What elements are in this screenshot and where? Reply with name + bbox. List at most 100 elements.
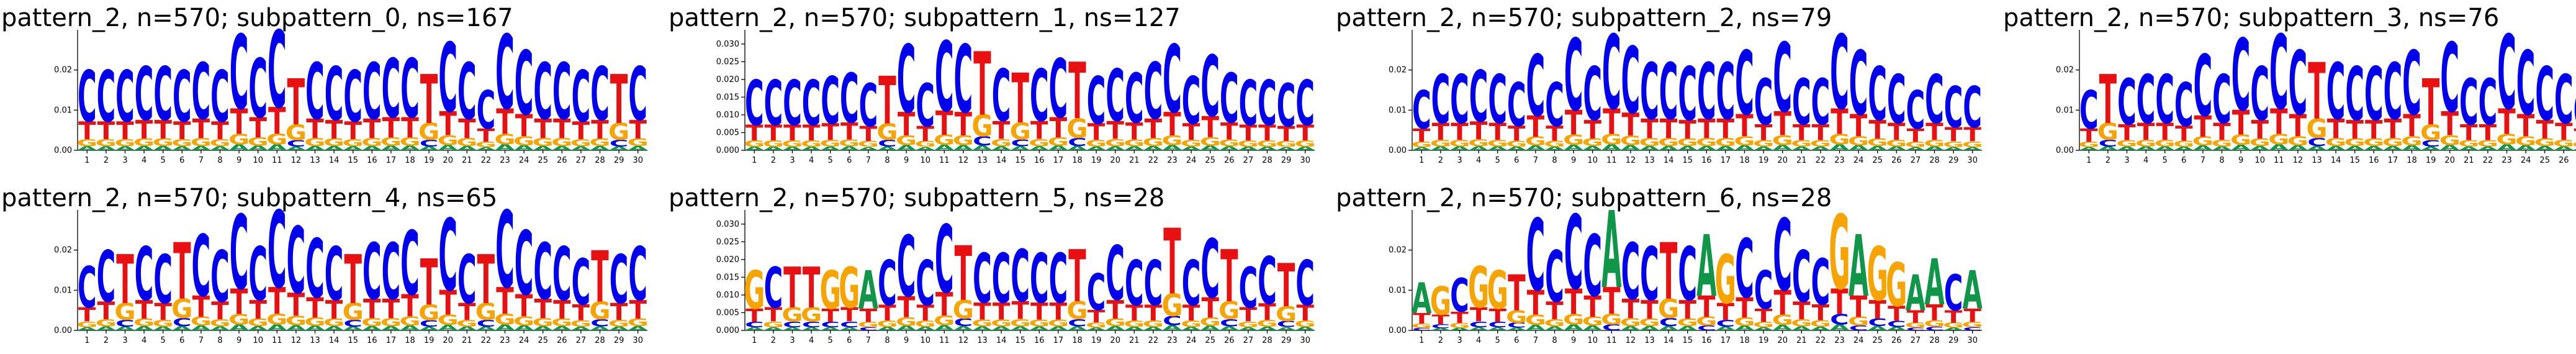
logo-letter-T: T <box>439 284 456 323</box>
logo-letter-C: C <box>1011 236 1030 319</box>
x-tick-label: 28 <box>1262 156 1272 165</box>
logo-letter-A: A <box>1011 145 1031 152</box>
logo-letter-C: C <box>1849 32 1868 135</box>
logo-letter-C: C <box>1545 237 1564 319</box>
logo-letter-G: G <box>1867 232 1888 319</box>
logo-letter-C: C <box>2155 61 2174 139</box>
logo-letter-G: G <box>1181 138 1202 149</box>
logo-letter-A: A <box>1181 326 1202 332</box>
logo-panel: pattern_2, n=570; subpattern_2, ns=79 0.0… <box>1336 4 1983 165</box>
x-tick-label: 23 <box>2502 156 2512 165</box>
logo-letter-T: T <box>211 117 229 145</box>
x-tick-label: 1 <box>752 336 757 345</box>
logo-letter-A: A <box>1849 144 1869 152</box>
x-tick-label: 27 <box>1911 156 1921 165</box>
x-tick-label: 1 <box>84 336 89 345</box>
x-tick-label: 9 <box>236 336 241 345</box>
logo-letter-G: G <box>1029 318 1050 329</box>
logo-letter-G: G <box>876 319 898 329</box>
logo-letter-G: G <box>934 313 955 329</box>
logo-letter-A: A <box>1906 147 1925 152</box>
logo-letter-C: C <box>1412 327 1431 331</box>
logo-letter-T: T <box>401 112 419 145</box>
logo-letter-G: G <box>1810 138 1831 149</box>
logo-letter-G: G <box>763 320 784 329</box>
x-tick-label: 26 <box>557 156 567 165</box>
logo-letter-G: G <box>801 304 822 326</box>
logo-letter-A: A <box>839 145 860 152</box>
logo-letter-A: A <box>2307 145 2327 152</box>
logo-letter-G: G <box>2458 138 2479 149</box>
logo-letter-A: A <box>495 323 515 332</box>
logo-letter-C: C <box>935 206 954 314</box>
logo-letter-G: G <box>399 314 420 329</box>
logo-letter-A: A <box>2364 145 2384 152</box>
logo-letter-T: T <box>515 108 533 143</box>
logo-letter-T: T <box>1432 119 1450 145</box>
x-tick-label: 2 <box>1438 156 1443 165</box>
logo-letter-T: T <box>1011 59 1029 138</box>
logo-letter-A: A <box>1696 145 1717 152</box>
logo-letter-A: A <box>590 325 610 332</box>
logo-letter-T: T <box>2555 119 2573 145</box>
y-tick-label: 0.00 <box>2056 146 2074 155</box>
logo-letter-A: A <box>324 145 345 152</box>
x-tick-label: 4 <box>1476 156 1481 165</box>
logo-letter-T: T <box>1888 119 1906 145</box>
logo-letter-T: T <box>192 291 210 324</box>
logo-letter-T: T <box>1220 236 1238 319</box>
logo-letter-A: A <box>763 327 783 332</box>
logo-letter-G: G <box>1886 250 1907 320</box>
logo-letter-T: T <box>1451 309 1469 327</box>
logo-letter-A: A <box>191 145 212 152</box>
logo-letter-T: T <box>1925 119 1943 145</box>
logo-letter-C: C <box>1450 270 1469 323</box>
logo-letter-G: G <box>2268 131 2289 148</box>
logo-letter-C: C <box>230 195 249 314</box>
logo-letter-C: C <box>1792 237 1811 319</box>
logo-letter-G: G <box>228 311 250 328</box>
logo-letter-G: G <box>608 119 629 145</box>
logo-letter-A: A <box>628 325 649 332</box>
logo-letter-G: G <box>191 135 212 148</box>
logo-letter-G: G <box>1734 134 1755 148</box>
logo-letter-G: G <box>343 137 364 148</box>
logo-letter-C: C <box>343 57 363 138</box>
logo-letter-T: T <box>1201 111 1218 144</box>
logo-letter-G: G <box>1010 118 1031 145</box>
x-tick-label: 30 <box>1967 156 1978 165</box>
logo-letter-A: A <box>744 146 765 152</box>
logo-letter-A: A <box>457 325 477 332</box>
logo-letter-A: A <box>419 326 439 332</box>
x-tick-label: 15 <box>1682 336 1693 345</box>
logo-letter-T: T <box>534 294 552 325</box>
x-tick-label: 14 <box>1664 336 1674 345</box>
logo-letter-G: G <box>744 260 765 321</box>
logo-letter-T: T <box>1240 304 1257 326</box>
logo-letter-T: T <box>306 293 324 325</box>
logo-letter-A: A <box>1544 325 1565 332</box>
logo-letter-G: G <box>494 311 515 328</box>
logo-letter-A: A <box>1029 325 1050 332</box>
logo-letter-G: G <box>475 299 497 325</box>
logo-letter-T: T <box>1812 120 1830 146</box>
logo-letter-C: C <box>1011 138 1030 149</box>
logo-letter-T: T <box>344 117 362 145</box>
x-tick-label: 2 <box>1438 336 1443 345</box>
logo-letter-C: C <box>973 134 992 148</box>
logo-letter-C: C <box>1621 27 1641 135</box>
logo-letter-A: A <box>1963 147 1983 152</box>
logo-letter-T: T <box>1240 121 1257 146</box>
logo-letter-A: A <box>1791 325 1812 332</box>
x-tick-label: 5 <box>161 156 166 165</box>
x-tick-label: 9 <box>1571 336 1576 345</box>
logo-letter-T: T <box>154 115 171 145</box>
logo-letter-G: G <box>533 315 554 329</box>
logo-letter-T: T <box>2384 114 2402 145</box>
logo-letter-G: G <box>1010 317 1031 329</box>
logo-letter-G: G <box>133 137 155 148</box>
logo-letter-C: C <box>1697 47 1716 137</box>
x-tick-label: 14 <box>996 156 1007 165</box>
logo-letter-T: T <box>1850 291 1867 324</box>
logo-letter-T: T <box>249 112 267 145</box>
